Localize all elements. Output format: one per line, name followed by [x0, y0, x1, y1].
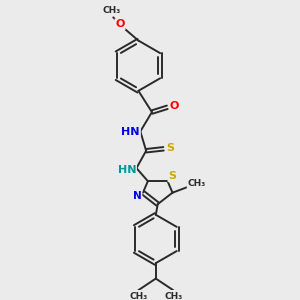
Text: CH₃: CH₃ [129, 292, 148, 300]
Text: N: N [133, 190, 142, 201]
Text: CH₃: CH₃ [164, 292, 182, 300]
Text: O: O [169, 101, 179, 111]
Text: CH₃: CH₃ [102, 6, 121, 15]
Text: O: O [116, 19, 125, 29]
Text: S: S [168, 171, 176, 181]
Text: CH₃: CH₃ [188, 179, 206, 188]
Text: HN: HN [118, 165, 136, 175]
Text: S: S [166, 143, 174, 153]
Text: HN: HN [122, 128, 140, 137]
